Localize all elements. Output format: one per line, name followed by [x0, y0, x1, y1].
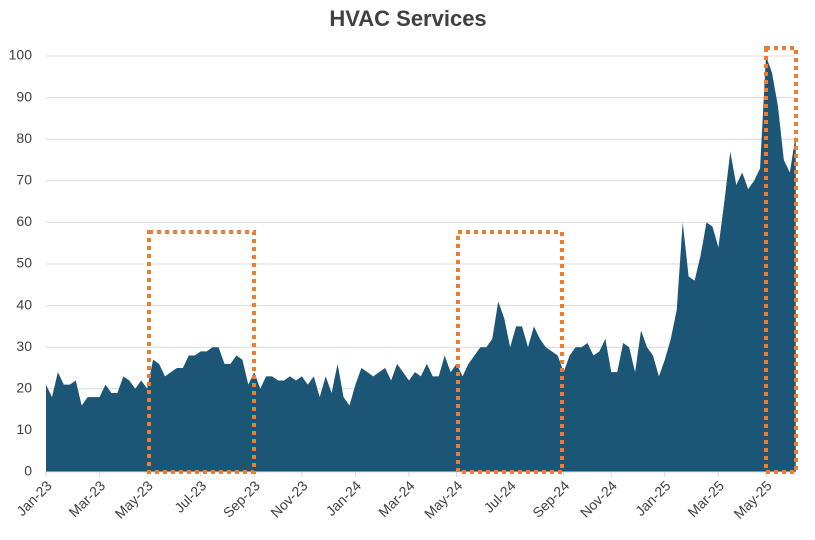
y-tick-label: 10 [16, 421, 32, 437]
x-tick-label: Jul-24 [481, 477, 519, 515]
x-tick-label: Sep-24 [529, 477, 572, 520]
y-tick-label: 60 [16, 213, 32, 229]
y-tick-label: 30 [16, 338, 32, 354]
x-tick-label: Nov-23 [267, 477, 310, 520]
y-tick-label: 20 [16, 380, 32, 396]
y-tick-label: 40 [16, 296, 32, 312]
x-tick-label: May-23 [112, 477, 156, 521]
x-tick-label: Sep-23 [220, 477, 263, 520]
grid: 0 10 20 30 40 50 60 70 80 90 100 [9, 47, 795, 479]
x-tick-label: Jan-23 [13, 477, 55, 519]
y-tick-label: 50 [16, 255, 32, 271]
x-tick-label: Mar-25 [684, 477, 727, 520]
plot: Jan-23 Mar-23 May-23 Jul-23 Sep-23 Nov-23 Jan-… [13, 56, 796, 522]
y-tick-label: 70 [16, 172, 32, 188]
area [46, 56, 796, 472]
x-tick-label: Mar-24 [375, 477, 418, 520]
highlight-box [456, 230, 564, 474]
highlight-box [764, 46, 798, 474]
x-tick-label: Nov-24 [577, 477, 620, 520]
x-tick-label: Jan-25 [632, 477, 674, 519]
x-tick-label: May-25 [730, 477, 774, 521]
x-tick-label: Mar-23 [66, 477, 109, 520]
y-tick-label: 90 [16, 88, 32, 104]
x-tick-label: Jan-24 [323, 477, 365, 519]
chart-title: HVAC Services [329, 6, 486, 31]
x-tick-label: May-24 [421, 477, 465, 521]
x-tick-label: Jul-23 [171, 477, 209, 515]
highlight-box [147, 230, 256, 474]
y-tick-label: 100 [9, 47, 33, 63]
y-tick-label: 0 [24, 463, 32, 479]
y-tick-label: 80 [16, 130, 32, 146]
